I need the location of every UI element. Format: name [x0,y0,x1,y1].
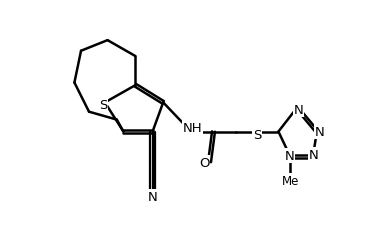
Text: N: N [148,190,157,203]
Text: N: N [309,148,319,161]
Text: N: N [285,149,295,162]
Text: Me: Me [282,174,299,187]
Text: S: S [99,99,108,111]
Text: S: S [253,128,261,141]
Text: O: O [199,156,209,169]
Text: NH: NH [183,121,202,134]
Text: N: N [293,104,303,117]
Text: N: N [315,126,324,138]
